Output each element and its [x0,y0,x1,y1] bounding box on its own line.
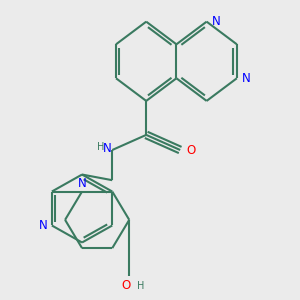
Text: H: H [137,281,144,291]
Text: O: O [122,279,131,292]
Text: H: H [97,142,105,152]
Text: N: N [78,178,86,190]
Text: N: N [103,142,112,155]
Text: O: O [186,143,195,157]
Text: N: N [242,72,250,85]
Text: N: N [39,219,48,232]
Text: N: N [212,15,220,28]
